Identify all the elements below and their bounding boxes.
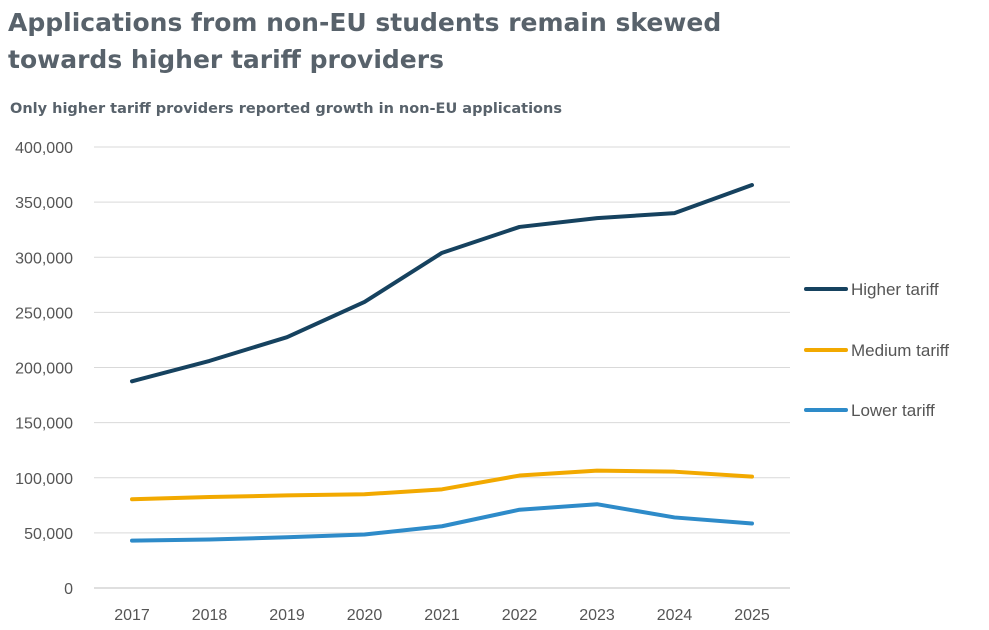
x-tick-label: 2019 [269,607,305,624]
x-tick-label: 2018 [192,607,228,624]
legend-label: Lower tariff [851,401,935,420]
y-tick-label: 150,000 [15,416,73,433]
series-line-medium-tariff [130,468,754,502]
x-tick-label: 2017 [114,607,150,624]
legend-item: Higher tariff [804,280,939,299]
series-line-higher-tariff [130,183,754,384]
x-tick-label: 2025 [734,607,770,624]
y-axis-ticks: 0 50,000 100,000 150,000 200,000 250,000 300,0… [15,140,73,598]
legend-item: Lower tariff [804,401,935,420]
chart-subtitle: Only higher tariff providers reported gr… [10,101,562,117]
x-tick-label: 2023 [579,607,615,624]
legend-label: Higher tariff [851,280,939,299]
x-tick-label: 2021 [424,607,460,624]
legend: Higher tariff Medium tariff Lower tariff [804,280,949,420]
y-tick-label: 350,000 [15,195,73,212]
y-tick-label: 400,000 [15,140,73,157]
y-tick-label: 200,000 [15,361,73,378]
series-line-lower-tariff [130,502,754,543]
y-tick-label: 100,000 [15,471,73,488]
legend-label: Medium tariff [851,341,949,360]
y-tick-label: 300,000 [15,250,73,267]
x-tick-label: 2024 [657,607,693,624]
legend-item: Medium tariff [804,341,949,360]
x-tick-label: 2020 [347,607,383,624]
chart-title: Applications from non-EU students remain… [8,8,722,74]
y-tick-label: 250,000 [15,305,73,322]
x-tick-label: 2022 [502,607,538,624]
series-lines [130,183,754,543]
gridlines [94,146,790,589]
x-axis-ticks: 2017 2018 2019 2020 2021 2022 2023 2024 2025 [114,607,770,624]
y-tick-label: 50,000 [24,526,73,543]
y-tick-label: 0 [64,581,73,598]
